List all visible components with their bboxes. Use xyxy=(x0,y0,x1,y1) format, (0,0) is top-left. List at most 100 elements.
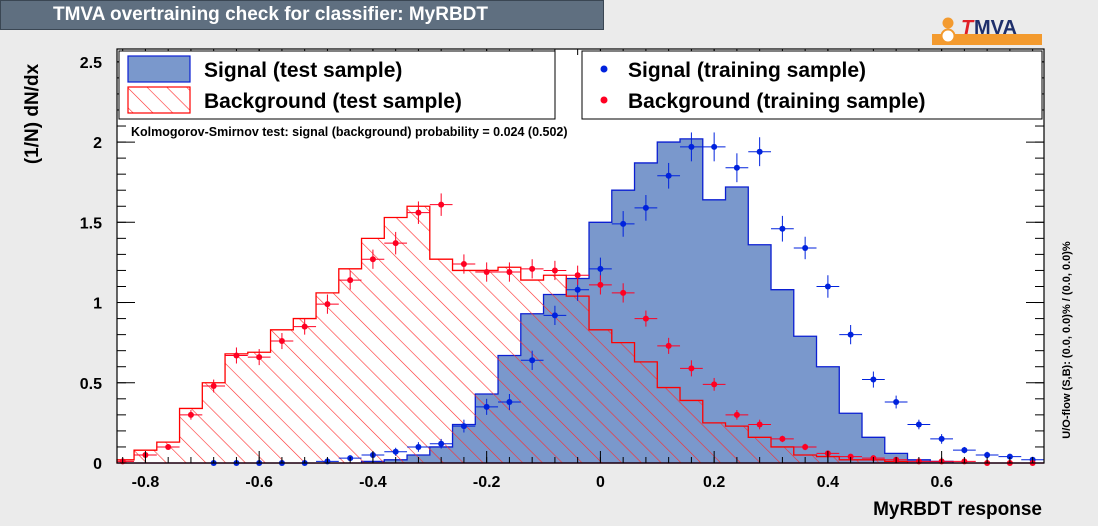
y-tick-label: 2.5 xyxy=(80,55,102,72)
signal-train-point-marker xyxy=(938,435,945,442)
logo-t-letter: T xyxy=(961,17,975,39)
signal-train-point xyxy=(543,305,567,325)
x-tick-label: -0.4 xyxy=(359,474,387,491)
x-axis-label: MyRBDT response xyxy=(873,499,1042,520)
legend-marker-signal-train xyxy=(600,65,608,73)
signal-train-point xyxy=(725,153,749,183)
background-train-point xyxy=(429,193,453,216)
signal-train-point xyxy=(975,451,999,459)
signal-train-point-marker xyxy=(392,448,399,455)
background-train-point-marker xyxy=(187,411,194,418)
background-train-point-marker xyxy=(210,382,217,389)
signal-train-point xyxy=(520,350,544,370)
y-axis-label: (1/N) dN/dx xyxy=(22,63,43,164)
background-train-point-marker xyxy=(506,269,513,276)
background-train-point xyxy=(611,283,635,303)
signal-train-point xyxy=(702,132,726,162)
background-train-point-marker xyxy=(688,365,695,372)
background-train-point-marker xyxy=(347,277,354,284)
background-train-point-marker xyxy=(574,272,581,279)
x-tick-label: 0.4 xyxy=(817,474,839,491)
background-train-point-marker xyxy=(369,256,376,263)
signal-train-point xyxy=(429,438,453,449)
background-train-point-marker xyxy=(529,265,536,272)
background-train-point xyxy=(634,310,658,327)
background-train-point xyxy=(202,379,226,393)
legend-swatch-signal-test xyxy=(127,55,191,83)
signal-train-point-marker xyxy=(574,286,581,293)
signal-train-point xyxy=(998,453,1022,460)
background-train-point-marker xyxy=(802,443,809,450)
background-train-point-marker xyxy=(438,201,445,208)
background-train-point-marker xyxy=(665,342,672,349)
background-train-point xyxy=(702,377,726,391)
legend-label-signal-train: Signal (training sample) xyxy=(628,59,866,82)
signal-train-point-marker xyxy=(802,244,809,251)
background-train-point xyxy=(270,333,294,350)
background-train-point xyxy=(361,249,385,269)
y-tick-label: 0 xyxy=(93,456,102,473)
signal-train-point xyxy=(748,137,772,167)
background-train-point-marker xyxy=(324,301,331,308)
logo-lower-dot xyxy=(940,28,956,44)
background-train-point xyxy=(384,231,408,255)
background-train-point xyxy=(293,318,317,335)
legend-marker-background-train xyxy=(600,96,608,104)
background-train-point xyxy=(452,254,476,274)
background-train-point xyxy=(498,262,521,282)
background-train-point-marker xyxy=(733,411,740,418)
background-train-point-marker xyxy=(392,240,399,247)
legend-label-signal-test: Signal (test sample) xyxy=(204,59,402,82)
signal-train-point-marker xyxy=(506,399,513,406)
background-train-point-marker xyxy=(278,338,285,345)
background-train-point xyxy=(520,259,544,279)
signal-train-point xyxy=(771,215,794,242)
background-train-point-marker xyxy=(620,289,627,296)
y-tick-label: 1.5 xyxy=(80,215,102,232)
signal-train-point-marker xyxy=(870,376,877,383)
background-train-point xyxy=(748,419,772,430)
signal-train-point xyxy=(634,195,658,221)
background-train-point xyxy=(338,270,362,290)
signal-train-point-marker xyxy=(483,403,490,410)
signal-train-point-marker xyxy=(438,440,445,447)
background-train-point xyxy=(771,435,794,443)
signal-train-point-marker xyxy=(847,331,854,338)
background-train-point xyxy=(543,260,567,281)
signal-train-point xyxy=(611,211,635,237)
ks-test-annotation: Kolmogorov-Smirnov test: signal (backgro… xyxy=(131,125,568,139)
background-train-point-marker xyxy=(233,352,240,359)
background-train-point xyxy=(566,265,590,285)
legend-label-background-test: Background (test sample) xyxy=(204,90,462,113)
signal-train-point-marker xyxy=(893,399,900,406)
signal-train-point xyxy=(953,446,976,454)
background-train-point xyxy=(179,410,203,420)
y-tick-label: 2 xyxy=(93,135,102,152)
background-train-point xyxy=(247,349,271,366)
signal-train-point-marker xyxy=(415,443,422,450)
signal-train-point xyxy=(407,442,430,452)
signal-train-point xyxy=(498,394,521,411)
signal-train-point-marker xyxy=(551,312,558,319)
signal-train-point-marker xyxy=(756,148,763,155)
background-train-point xyxy=(680,360,703,377)
legend-left: Signal (test sample) Background (test sa… xyxy=(118,50,556,120)
x-tick-label: -0.2 xyxy=(473,474,501,491)
background-train-point-marker xyxy=(779,435,786,442)
signal-train-point xyxy=(907,419,931,430)
signal-train-point xyxy=(816,275,840,298)
signal-train-point-marker xyxy=(961,447,968,454)
background-train-point xyxy=(793,443,817,451)
signal-train-point xyxy=(930,434,954,444)
signal-train-point xyxy=(475,398,499,415)
background-train-point-marker xyxy=(415,209,422,216)
signal-train-point xyxy=(452,419,476,433)
background-train-point-marker xyxy=(165,443,172,450)
background-train-point-marker xyxy=(756,421,763,428)
signal-train-point xyxy=(793,236,817,260)
signal-train-point-marker xyxy=(597,265,604,272)
logo-mva-letters: MVA xyxy=(974,17,1017,39)
plot-frame-border xyxy=(116,48,1045,464)
x-tick-label: -0.8 xyxy=(132,474,160,491)
